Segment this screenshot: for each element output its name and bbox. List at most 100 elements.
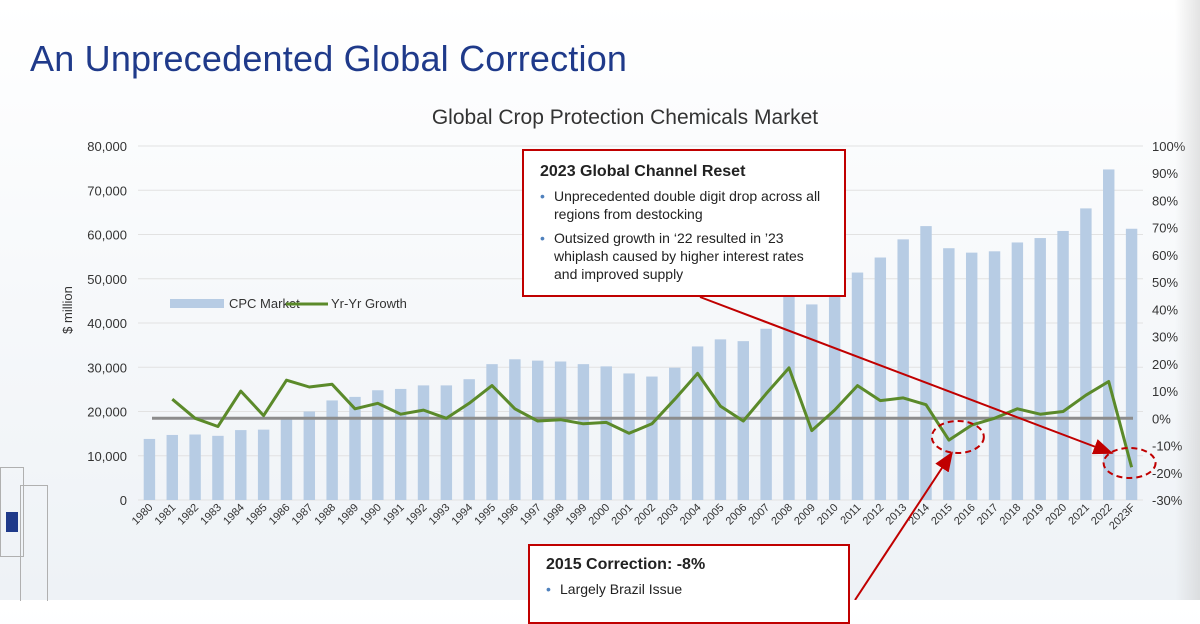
x-tick-label: 2006: [724, 502, 750, 528]
annotation-circle-2023: [1102, 447, 1157, 479]
x-tick-label: 1990: [358, 502, 384, 528]
bar-1994: [463, 379, 475, 500]
x-tick-label: 2010: [815, 502, 841, 528]
growth-line: [171, 366, 1134, 468]
y2-tick-label: 60%: [1152, 248, 1178, 263]
x-tick-label: 1984: [221, 502, 247, 528]
x-tick-label: 1998: [541, 502, 567, 528]
bar-2010: [828, 292, 841, 500]
bar-2017: [988, 251, 1001, 500]
y2-tick-label: 40%: [1152, 302, 1178, 317]
bar-2004: [691, 346, 704, 500]
x-tick-label: 1995: [472, 502, 498, 528]
bar-1991: [394, 388, 407, 500]
y-tick-label: 0: [120, 493, 127, 508]
y2-tick-label: 0%: [1152, 411, 1171, 426]
annotation-arrows: [699, 296, 1114, 600]
bar-2020: [1057, 230, 1069, 500]
legend-label-bar: CPC Market: [229, 296, 300, 311]
y-axis-label: $ million: [60, 286, 75, 334]
bar-1982: [189, 434, 201, 500]
y2-tick-label: 90%: [1152, 166, 1178, 181]
arrow-2023: [699, 296, 1114, 455]
bar-2014: [920, 226, 932, 500]
bar-1988: [326, 400, 338, 500]
bar-2019: [1034, 238, 1046, 501]
x-tick-label: 2012: [861, 502, 887, 528]
x-tick-label: 2008: [769, 502, 795, 528]
x-tick-label: 2023F: [1107, 501, 1138, 532]
slide-title: An Unprecedented Global Correction: [30, 38, 628, 79]
decorative-square: [0, 467, 24, 557]
x-tick-label: 1985: [244, 502, 270, 528]
bar-2018: [1011, 242, 1024, 500]
callout-2015-title: 2015 Correction: -8%: [546, 556, 706, 573]
bar-2015: [943, 248, 955, 500]
bar-1992: [417, 385, 430, 500]
callout-2015-bullet-1: Largely Brazil Issue: [546, 580, 832, 598]
y-tick-label: 10,000: [87, 449, 127, 464]
x-tick-label: 2019: [1021, 502, 1047, 528]
y-tick-label: 70,000: [87, 183, 127, 198]
x-tick-label: 1983: [198, 502, 224, 528]
y-tick-label: 80,000: [87, 139, 127, 154]
x-tick-label: 1993: [427, 502, 453, 528]
x-tick-label: 2016: [952, 502, 978, 528]
x-tick-label: 2015: [929, 502, 955, 528]
chart: 80,000 70,000 60,000 50,000 40,000 30,000 20,0…: [60, 139, 1186, 600]
callout-2023-reset: 2023 Global Channel Reset Unprecedented …: [522, 149, 846, 297]
bar-1986: [280, 419, 293, 500]
bar-1985: [257, 429, 270, 500]
callout-2015-correction: 2015 Correction: -8% Largely Brazil Issu…: [528, 544, 850, 624]
x-tick-label: 1994: [450, 502, 476, 528]
bar-1987: [303, 411, 316, 500]
growth-line-series: [171, 366, 1134, 468]
arrow-2015: [854, 451, 953, 600]
bar-1983: [212, 435, 224, 500]
x-tick-label: 2001: [609, 502, 635, 528]
y2-tick-label: 50%: [1152, 275, 1178, 290]
bar-2016: [965, 252, 978, 500]
y2-tick-label: 70%: [1152, 221, 1178, 236]
y2-tick-label: 10%: [1152, 384, 1178, 399]
legend: CPC Market Yr-Yr Growth: [170, 296, 407, 311]
callout-2023-title: 2023 Global Channel Reset: [540, 163, 746, 180]
y2-tick-label: 20%: [1152, 357, 1178, 372]
legend-label-line: Yr-Yr Growth: [331, 296, 407, 311]
bar-2000: [600, 366, 612, 500]
x-tick-label: 1997: [518, 502, 544, 528]
bar-1996: [509, 359, 521, 500]
x-tick-label: 2000: [587, 502, 613, 528]
x-tick-label: 1981: [153, 502, 179, 528]
bar-2002: [646, 376, 658, 500]
bar-1998: [554, 361, 567, 500]
x-tick-label: 1982: [175, 502, 201, 528]
bar-1981: [166, 434, 178, 500]
x-tick-label: 1996: [495, 502, 521, 528]
x-tick-label: 2021: [1066, 502, 1092, 528]
x-tick-label: 2020: [1043, 502, 1069, 528]
x-tick-label: 1991: [381, 502, 407, 528]
bar-series: [143, 169, 1138, 501]
bar-1989: [349, 396, 361, 500]
bar-2022: [1103, 169, 1115, 500]
bar-2001: [623, 373, 635, 500]
y-tick-label: 50,000: [87, 272, 127, 287]
callout-2023-bullet-2: Outsized growth in ‘22 resulted in ’23 w…: [540, 229, 828, 283]
x-tick-label: 2009: [792, 502, 818, 528]
x-axis-ticks: 1980198119821983198419851986198719881989…: [130, 501, 1138, 532]
bar-2007: [760, 328, 772, 500]
y-tick-label: 20,000: [87, 405, 127, 420]
bar-1995: [486, 364, 498, 500]
x-tick-label: 1992: [404, 502, 430, 528]
annotation-circle-2015: [930, 420, 985, 454]
bar-2013: [897, 239, 909, 500]
bar-2012: [874, 257, 887, 500]
y2-tick-label: 30%: [1152, 330, 1178, 345]
x-tick-label: 1988: [312, 502, 338, 528]
bar-1999: [577, 364, 590, 500]
x-tick-label: 1980: [130, 502, 156, 528]
x-tick-label: 2017: [975, 502, 1001, 528]
x-tick-label: 1987: [290, 502, 316, 528]
bar-2003: [669, 367, 681, 500]
